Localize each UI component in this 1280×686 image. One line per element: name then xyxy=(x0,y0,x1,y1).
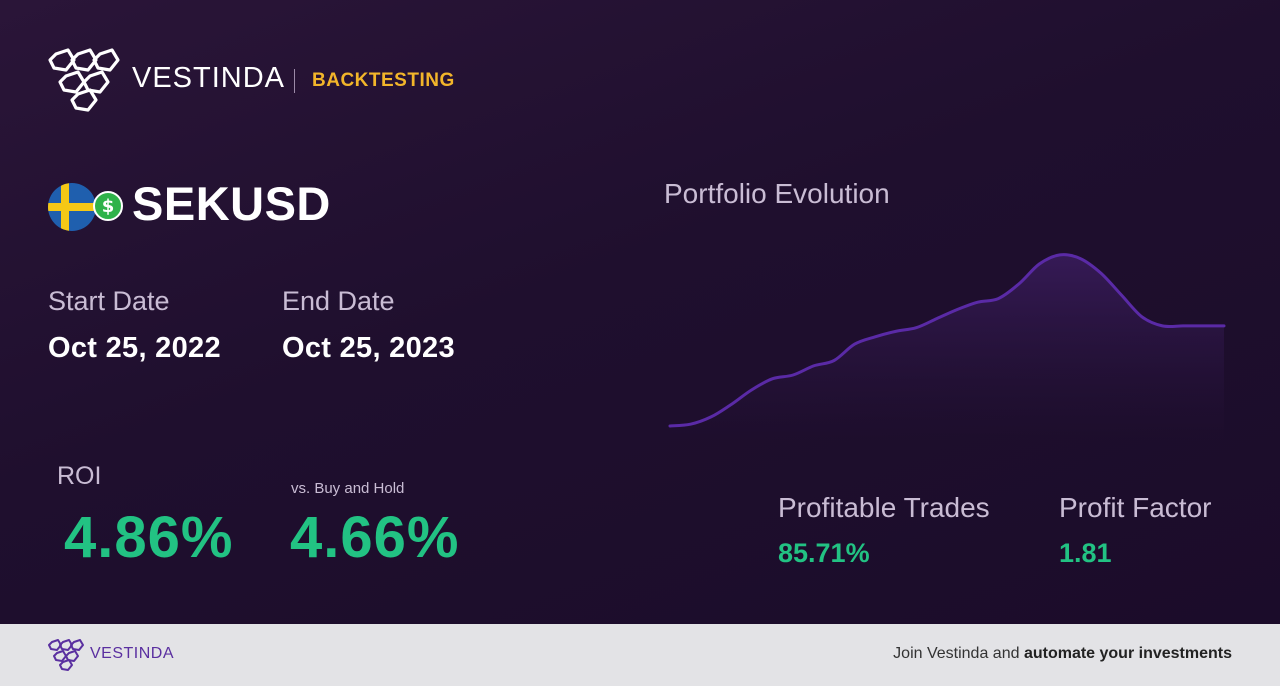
portfolio-area xyxy=(670,254,1224,440)
chart-point-24 xyxy=(1160,324,1164,328)
chart-point-1 xyxy=(689,422,693,426)
brand-name: VESTINDA xyxy=(132,62,286,94)
sweden-flag-icon xyxy=(48,183,96,231)
start-date-value: Oct 25, 2022 xyxy=(48,332,221,364)
footer-brand[interactable]: VESTINDA xyxy=(90,645,175,662)
vestinda-logo-icon xyxy=(48,48,120,112)
end-date-value: Oct 25, 2023 xyxy=(282,332,455,364)
chart-title: Portfolio Evolution xyxy=(664,178,890,209)
chart-point-21 xyxy=(1099,271,1103,275)
chart-point-2 xyxy=(709,415,713,419)
footer-cta-bold: automate your investments xyxy=(1023,645,1232,662)
portfolio-chart xyxy=(668,253,1226,440)
footer-cta-prefix: Join Vestinda and xyxy=(893,645,1024,662)
header-divider xyxy=(294,69,295,93)
portfolio-line xyxy=(668,253,1226,428)
chart-point-11 xyxy=(894,329,898,333)
chart-point-26 xyxy=(1201,324,1205,328)
end-date-label: End Date xyxy=(282,286,395,316)
chart-point-18 xyxy=(1037,262,1041,266)
start-date-label: Start Date xyxy=(48,286,170,316)
chart-point-23 xyxy=(1140,315,1144,319)
buy-hold-label: vs. Buy and Hold xyxy=(291,480,405,497)
footer-cta[interactable]: Join Vestinda and automate your investme… xyxy=(893,645,1232,663)
roi-value: 4.86% xyxy=(64,505,234,570)
profitable-trades-label: Profitable Trades xyxy=(778,492,990,523)
dollar-coin-icon: $ xyxy=(93,191,123,221)
section-tag: BACKTESTING xyxy=(312,70,455,91)
chart-point-10 xyxy=(873,335,877,339)
chart-point-19 xyxy=(1058,253,1062,257)
chart-point-5 xyxy=(771,377,775,381)
chart-point-4 xyxy=(750,388,754,392)
asset-pair: SEKUSD xyxy=(132,177,331,230)
chart-point-6 xyxy=(791,373,795,377)
profit-factor-label: Profit Factor xyxy=(1059,492,1212,523)
chart-point-15 xyxy=(976,300,980,304)
buy-hold-value: 4.66% xyxy=(290,505,460,570)
profitable-trades-value: 85.71% xyxy=(778,538,870,568)
chart-point-20 xyxy=(1078,257,1082,261)
roi-label: ROI xyxy=(57,462,102,490)
chart-point-0 xyxy=(668,424,672,428)
chart-point-22 xyxy=(1119,293,1123,297)
svg-text:$: $ xyxy=(102,196,115,217)
chart-point-7 xyxy=(812,364,816,368)
chart-point-27 xyxy=(1222,324,1226,328)
chart-point-13 xyxy=(935,317,939,321)
chart-point-9 xyxy=(853,342,857,346)
footer-logo-icon[interactable] xyxy=(48,638,86,672)
chart-point-14 xyxy=(955,308,959,312)
backtest-card: VESTINDA BACKTESTING $ SEKUSD Start Date… xyxy=(0,0,1280,624)
profit-factor-value: 1.81 xyxy=(1059,538,1112,568)
chart-point-3 xyxy=(730,402,734,406)
footer-bar: VESTINDA Join Vestinda and automate your… xyxy=(0,624,1280,686)
chart-point-17 xyxy=(1017,282,1021,286)
chart-point-8 xyxy=(832,358,836,362)
chart-point-25 xyxy=(1181,324,1185,328)
chart-point-16 xyxy=(996,297,1000,301)
chart-point-12 xyxy=(914,326,918,330)
